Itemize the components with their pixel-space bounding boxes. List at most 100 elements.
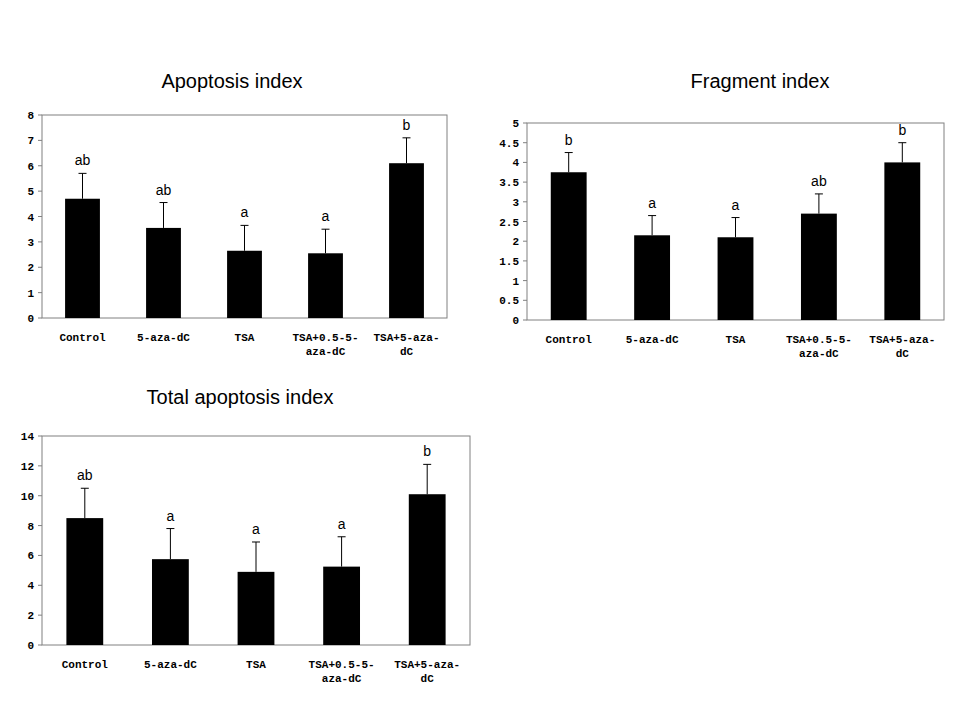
category-label: TSA+0.5-5-aza-dC	[309, 659, 375, 685]
y-tick-label: 8	[27, 110, 34, 122]
significance-letter: ab	[811, 173, 827, 189]
y-tick-label: 5	[27, 186, 34, 198]
y-tick	[38, 292, 42, 293]
error-bar	[732, 218, 740, 238]
significance-letter: ab	[156, 182, 172, 198]
significance-letter: a	[241, 204, 249, 220]
chart: Fragment index00.511.522.533.544.55bCont…	[499, 70, 944, 360]
y-tick-label: 8	[27, 521, 34, 533]
y-tick-label: 4	[27, 212, 34, 224]
significance-letter: b	[403, 117, 411, 133]
y-tick	[38, 615, 42, 616]
y-tick-label: 1.5	[499, 256, 519, 268]
y-tick	[523, 123, 527, 124]
y-tick	[523, 182, 527, 183]
title: Fragment index	[691, 70, 830, 92]
error-bar	[898, 143, 906, 163]
significance-letter: a	[732, 197, 740, 213]
y-tick	[38, 191, 42, 192]
significance-letter: a	[322, 208, 330, 224]
error-bar	[565, 153, 573, 173]
plot-frame	[527, 123, 944, 320]
y-tick	[38, 645, 42, 646]
bar	[227, 251, 262, 318]
marks	[65, 138, 424, 318]
y-tick	[38, 495, 42, 496]
bar	[718, 237, 754, 320]
category-label: TSA+0.5-5-aza-dC	[292, 332, 358, 358]
error-bar	[166, 529, 174, 560]
y-tick-label: 0	[512, 315, 519, 327]
error-bar	[423, 464, 431, 494]
significance-letter: b	[565, 132, 573, 148]
y-tick-label: 3.5	[499, 177, 519, 189]
y-tick-label: 7	[27, 135, 34, 147]
significance-letter: a	[338, 516, 346, 532]
bar	[65, 199, 100, 318]
plot-frame	[42, 436, 470, 645]
error-bar	[338, 537, 346, 567]
y-tick-label: 3	[27, 237, 34, 249]
bar	[801, 214, 837, 320]
significance-letter: a	[167, 508, 175, 524]
category-label: Control	[546, 334, 593, 346]
error-bar	[815, 194, 823, 214]
y-tick-label: 0.5	[499, 295, 519, 307]
plot-frame	[42, 115, 447, 318]
y-tick	[38, 241, 42, 242]
y-tick	[523, 241, 527, 242]
title: Apoptosis index	[161, 70, 302, 92]
category-label: Control	[62, 659, 109, 671]
significance-letter: ab	[77, 467, 93, 483]
y-tick-label: 2	[27, 262, 34, 274]
category-label: 5-aza-dC	[626, 334, 679, 346]
error-bar	[648, 216, 656, 236]
y-tick	[523, 162, 527, 163]
category-label: TSA+5-aza-dC	[394, 659, 460, 685]
y-tick-label: 0	[27, 313, 34, 325]
y-tick	[523, 320, 527, 321]
y-tick	[38, 525, 42, 526]
significance-letter: a	[252, 521, 260, 537]
error-bar	[403, 138, 411, 163]
y-tick-label: 4	[512, 157, 519, 169]
y-tick-label: 10	[21, 491, 34, 503]
error-bar	[322, 229, 330, 253]
chart: Apoptosis index012345678abControlab5-aza…	[27, 70, 447, 358]
significance-letter: ab	[75, 152, 91, 168]
bar	[308, 253, 343, 318]
category-label: 5-aza-dC	[144, 659, 197, 671]
chart: Total apoptosis index02468101214abContro…	[21, 386, 470, 685]
y-tick-label: 2	[27, 610, 34, 622]
y-tick	[523, 201, 527, 202]
category-label: 5-aza-dC	[137, 332, 190, 344]
bar	[152, 559, 189, 645]
category-label: TSA+5-aza-dC	[869, 334, 935, 360]
y-tick-label: 4	[27, 580, 34, 592]
error-bar	[81, 488, 89, 518]
category-label: TSA	[235, 332, 255, 344]
y-tick-label: 1	[512, 276, 519, 288]
y-tick	[523, 280, 527, 281]
y-tick-label: 6	[27, 550, 34, 562]
category-label: TSA	[246, 659, 266, 671]
error-bar	[252, 542, 260, 572]
y-tick	[523, 142, 527, 143]
y-tick-label: 3	[512, 197, 519, 209]
error-bar	[79, 173, 87, 198]
significance-letter: b	[898, 122, 906, 138]
y-tick	[38, 585, 42, 586]
y-tick	[38, 140, 42, 141]
error-bar	[241, 225, 249, 250]
y-tick-label: 2.5	[499, 217, 519, 229]
bar	[323, 567, 360, 645]
y-tick-label: 0	[27, 640, 34, 652]
y-tick	[523, 300, 527, 301]
y-tick	[38, 465, 42, 466]
y-tick	[38, 165, 42, 166]
bar	[634, 235, 670, 320]
y-tick-label: 2	[512, 236, 519, 248]
category-label: TSA+0.5-5-aza-dC	[786, 334, 852, 360]
y-tick	[523, 221, 527, 222]
bar	[409, 494, 446, 645]
